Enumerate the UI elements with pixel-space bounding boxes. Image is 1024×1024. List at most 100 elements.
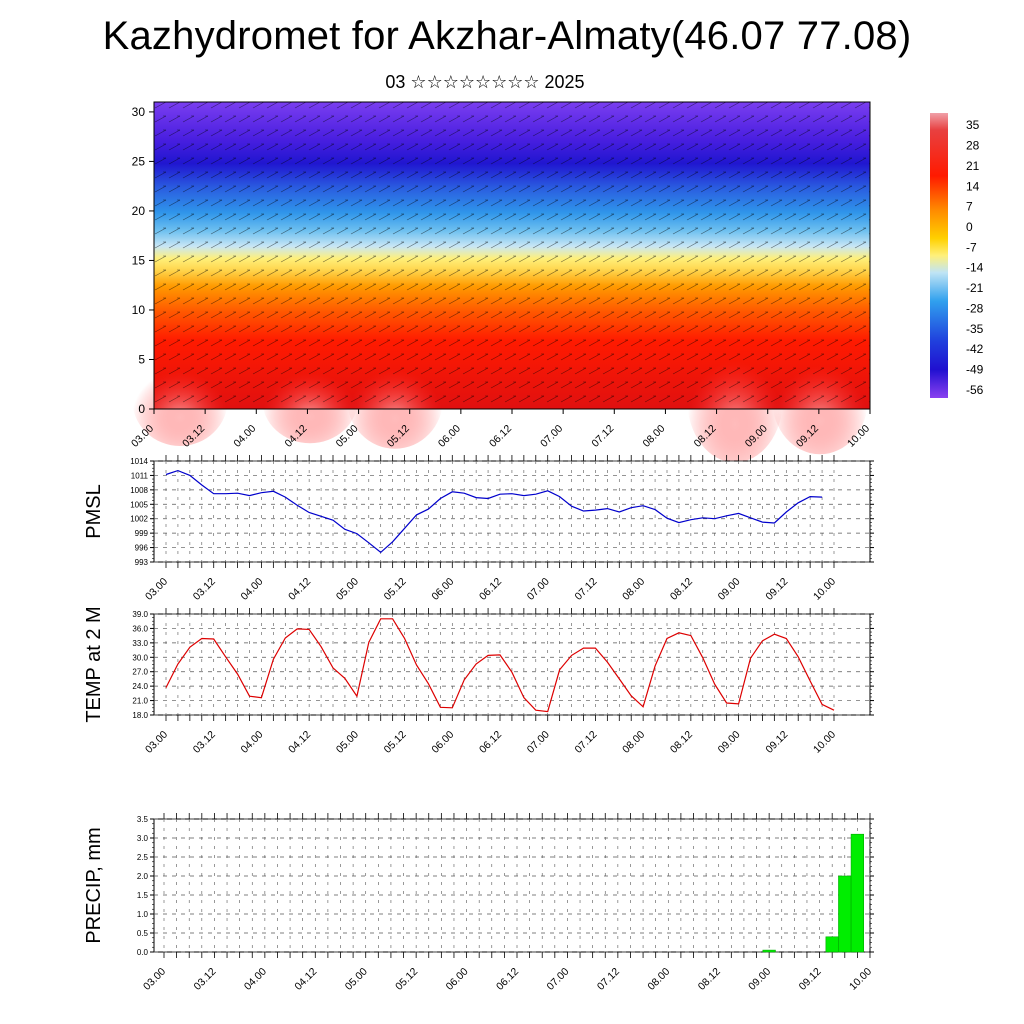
xsec-ytick-label: 0 [138, 402, 145, 416]
colorbar-label: 7 [966, 200, 973, 214]
precip-bar [825, 936, 839, 953]
xtick-label: 10.00 [847, 966, 874, 993]
colorbar-fill [930, 113, 948, 398]
xsec-xtick-label: 06.12 [487, 423, 514, 450]
xtick-label: 06.00 [444, 966, 471, 993]
xtick-label: 03.00 [141, 966, 168, 993]
xsec-xtick-label: 07.12 [589, 423, 616, 450]
ytick-label: 18.0 [132, 711, 148, 720]
colorbar-label: 28 [966, 139, 980, 153]
xtick-label: 06.12 [494, 966, 521, 993]
xtick-label: 08.12 [696, 966, 723, 993]
colorbar: 35 28 21 14 7 0 -7 -14 -21 -28 -35 -42 -49 -56 [930, 113, 984, 398]
colorbar-label: -7 [966, 240, 977, 254]
panel-frame [153, 460, 871, 563]
colorbar-label: 0 [966, 220, 973, 234]
ytick-label: 1014 [130, 457, 148, 466]
xtick-label: 03.00 [143, 729, 170, 756]
xtick-label: 05.12 [382, 729, 409, 756]
xtick-label: 06.00 [429, 729, 456, 756]
xtick-label: 06.00 [429, 576, 456, 603]
xtick-label: 08.00 [645, 966, 672, 993]
xtick-label: 09.00 [716, 576, 743, 603]
ytick-label: 36.0 [132, 624, 148, 633]
pmsl-panel: 993 996 999 1002 1005 1008 1011 1014 03.00 03.12 0… [83, 455, 874, 603]
xtick-label: 07.00 [525, 576, 552, 603]
ytick-label: 1002 [130, 515, 148, 524]
xtick-label: 09.12 [763, 576, 790, 603]
xsec-xtick-label: 07.00 [538, 423, 565, 450]
xtick-label: 04.00 [238, 576, 265, 603]
xtick-label: 08.00 [620, 576, 647, 603]
ytick-label: 993 [135, 558, 149, 567]
xtick-label: 08.12 [668, 576, 695, 603]
ytick-label: 39.0 [132, 610, 148, 619]
pmsl-line [165, 469, 823, 554]
xsec-xtick-label: 08.00 [640, 423, 667, 450]
ytick-label: 24.0 [132, 682, 148, 691]
y-axis-title: PRECIP, mm [83, 827, 105, 943]
xtick-label: 05.00 [334, 576, 361, 603]
xsec-wind-vectors [154, 102, 870, 409]
y-axis-title: PMSL [83, 484, 105, 538]
colorbar-label: 14 [966, 179, 980, 193]
colorbar-label: -49 [966, 362, 984, 376]
xtick-label: 04.00 [238, 729, 265, 756]
xtick-label: 03.12 [191, 729, 218, 756]
xsec-xtick-label: 04.00 [231, 423, 258, 450]
xtick-label: 06.12 [477, 729, 504, 756]
colorbar-label: -14 [966, 261, 984, 275]
xsec-ytick-label: 30 [132, 105, 146, 119]
xtick-label: 05.00 [334, 729, 361, 756]
chart-subtitle: 03 ☆☆☆☆☆☆☆☆ 2025 [385, 72, 585, 92]
xtick-label: 03.12 [191, 576, 218, 603]
y-axis-title: TEMP at 2 M [83, 606, 105, 722]
xtick-label: 04.12 [286, 729, 313, 756]
xtick-label: 06.12 [477, 576, 504, 603]
ytick-label: 1005 [130, 500, 148, 509]
panel-frame [153, 613, 871, 716]
xtick-label: 07.00 [525, 729, 552, 756]
xtick-label: 08.00 [620, 729, 647, 756]
precip-bar [762, 949, 776, 953]
colorbar-label: -42 [966, 342, 984, 356]
xtick-label: 09.12 [763, 729, 790, 756]
ytick-label: 999 [135, 529, 149, 538]
colorbar-label: -28 [966, 301, 984, 315]
xtick-label: 05.12 [382, 576, 409, 603]
xsec-ytick-label: 10 [132, 303, 146, 317]
temp-line [165, 618, 835, 713]
xtick-label: 10.00 [811, 576, 838, 603]
colorbar-label: 21 [966, 159, 980, 173]
ytick-label: 1.0 [137, 910, 149, 919]
ytick-label: 1.5 [137, 891, 149, 900]
xtick-label: 08.12 [668, 729, 695, 756]
xtick-label: 07.12 [595, 966, 622, 993]
precip-panel: 0.0 0.5 1.0 1.5 2.0 2.5 3.0 3.5 03.00 03.12 04.00 0… [83, 813, 874, 993]
xtick-label: 09.00 [716, 729, 743, 756]
xsec-ytick-label: 20 [132, 204, 146, 218]
chart-title: Kazhydromet for Akzhar-Almaty(46.07 77.0… [102, 14, 912, 58]
xtick-label: 07.12 [572, 729, 599, 756]
ytick-label: 996 [135, 544, 149, 553]
xsec-ytick-label: 5 [138, 352, 145, 366]
xsec-ytick-label: 15 [132, 253, 146, 267]
xtick-label: 05.00 [343, 966, 370, 993]
colorbar-label: 35 [966, 118, 980, 132]
xtick-label: 09.12 [797, 966, 824, 993]
temp-panel: 18.0 21.0 24.0 27.0 30.0 33.0 36.0 39.0 03.00 03.… [83, 606, 874, 756]
xtick-label: 10.00 [811, 729, 838, 756]
ytick-label: 1011 [131, 471, 149, 480]
ytick-label: 3.0 [137, 834, 149, 843]
ytick-label: 21.0 [132, 697, 148, 706]
colorbar-label: -35 [966, 322, 984, 336]
xsec-ytick-label: 25 [132, 154, 146, 168]
panel-frame [153, 818, 871, 953]
xtick-label: 05.12 [393, 966, 420, 993]
precip-bar [838, 875, 852, 953]
ytick-label: 2.5 [137, 853, 149, 862]
xtick-label: 04.12 [286, 576, 313, 603]
ytick-label: 0.5 [137, 929, 149, 938]
